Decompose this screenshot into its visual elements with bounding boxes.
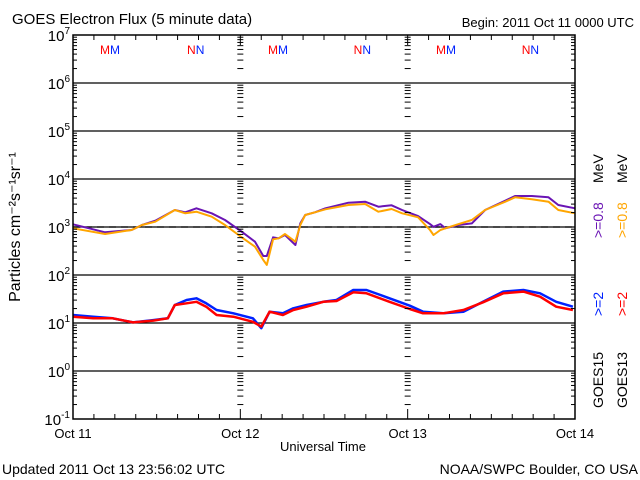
legend-satellite: GOES13 — [614, 352, 630, 408]
y-tick-label: 103 — [48, 218, 71, 237]
satellite-midnight-marker: MM — [100, 43, 120, 57]
series-line-goes13-2-mev — [72, 290, 574, 328]
y-tick-label: 101 — [48, 314, 71, 333]
begin-label: Begin: 2011 Oct 11 0000 UTC — [462, 15, 634, 30]
y-tick-label: 102 — [48, 266, 71, 285]
x-tick-label: Oct 14 — [556, 426, 594, 441]
legend-energy-2mev: >=2 — [590, 292, 606, 316]
x-tick-label: Oct 11 — [54, 426, 91, 441]
y-tick-label: 105 — [48, 122, 71, 141]
satellite-midnight-marker: MM — [268, 43, 288, 57]
y-axis-label: Particles cm⁻²s⁻¹sr⁻¹ — [7, 152, 24, 302]
y-tick-label: 100 — [48, 362, 71, 381]
satellite-noon-marker: NN — [187, 43, 204, 57]
y-tick-label: 107 — [48, 26, 71, 45]
legend-energy-08mev: >=0.8 — [614, 202, 630, 238]
y-tick-label: 106 — [48, 74, 71, 93]
legend-satellite: GOES15 — [590, 352, 606, 408]
y-tick-label: 104 — [48, 170, 71, 189]
y-tick-label: 10-1 — [44, 410, 70, 429]
satellite-noon-marker: NN — [354, 43, 371, 57]
x-axis-label: Universal Time — [280, 439, 366, 454]
x-tick-label: Oct 12 — [221, 426, 259, 441]
legend-unit: MeV — [614, 154, 630, 183]
satellite-midnight-marker: MM — [436, 43, 456, 57]
series-line-goes13-0-8-mev — [72, 196, 576, 266]
legend-unit: MeV — [590, 154, 606, 183]
x-tick-label: Oct 13 — [389, 426, 427, 441]
satellite-noon-marker: NN — [522, 43, 539, 57]
footer-updated: Updated 2011 Oct 13 23:56:02 UTC — [2, 461, 225, 477]
chart-title: GOES Electron Flux (5 minute data) — [12, 11, 252, 28]
footer-credit: NOAA/SWPC Boulder, CO USA — [440, 461, 639, 477]
legend: GOES15 >=2 >=0.8 MeV GOES13 >=2 >=0.8 MeV — [590, 154, 630, 408]
legend-energy-2mev: >=2 — [614, 292, 630, 316]
marker-layer: MM NN MM NN MM NN — [100, 43, 539, 57]
legend-energy-08mev: >=0.8 — [590, 202, 606, 238]
grid-layer — [73, 82, 575, 372]
series-layer — [72, 195, 576, 330]
